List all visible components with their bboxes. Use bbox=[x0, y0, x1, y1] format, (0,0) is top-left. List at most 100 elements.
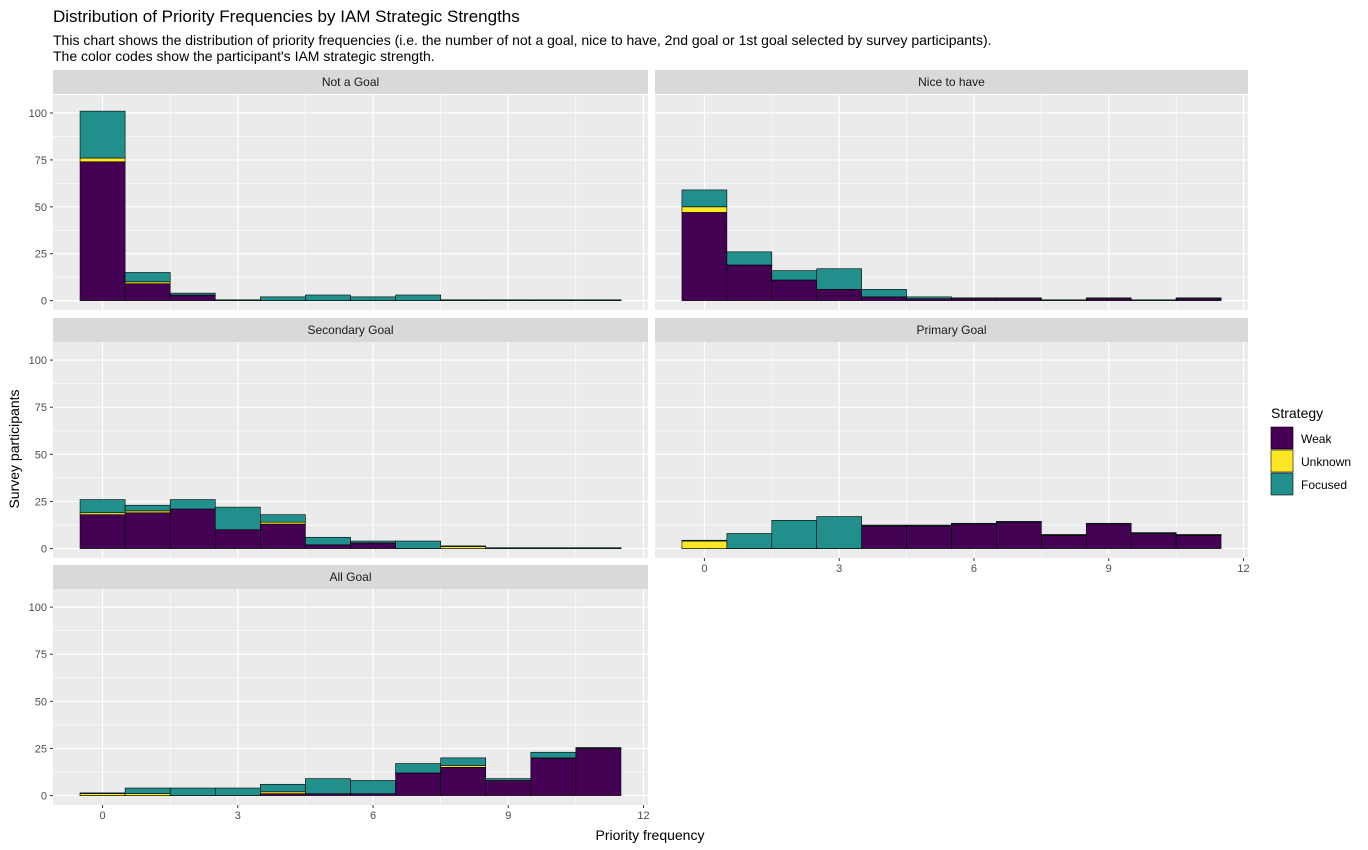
bar-focused bbox=[124, 504, 171, 512]
bar-focused bbox=[575, 547, 622, 549]
bar-focused bbox=[305, 294, 351, 301]
bar-focused bbox=[771, 520, 818, 549]
bar-unknown bbox=[681, 540, 728, 549]
legend: Strategy Weak Unknown Focused bbox=[1270, 405, 1351, 496]
bar-focused bbox=[861, 289, 907, 298]
bar-focused bbox=[124, 787, 171, 794]
bar-weak bbox=[440, 767, 487, 796]
legend-key-weak bbox=[1270, 426, 1294, 450]
bar-focused bbox=[1041, 534, 1087, 536]
bar-focused bbox=[951, 522, 997, 525]
bar-focused bbox=[440, 757, 487, 766]
bar-weak bbox=[771, 279, 818, 301]
bar-focused bbox=[530, 547, 577, 549]
bar-focused bbox=[1085, 522, 1132, 525]
bar-focused bbox=[395, 540, 441, 549]
bar-focused bbox=[771, 270, 818, 281]
y-tick-label: 75 bbox=[35, 649, 47, 661]
x-tick-label: 9 bbox=[505, 810, 511, 822]
x-tick-label: 6 bbox=[370, 810, 376, 822]
y-tick-label: 0 bbox=[41, 544, 47, 556]
bar-weak bbox=[681, 212, 728, 301]
y-tick-label: 100 bbox=[29, 602, 47, 614]
bars bbox=[681, 189, 1222, 301]
y-tick-label: 75 bbox=[35, 155, 47, 167]
y-axis-title: Survey participants bbox=[6, 389, 22, 508]
facet-strip bbox=[53, 70, 648, 94]
bar-focused bbox=[440, 545, 487, 547]
bar-focused bbox=[681, 539, 728, 542]
legend-label-focused: Focused bbox=[1301, 478, 1347, 492]
y-tick-label: 100 bbox=[29, 108, 47, 120]
bar-weak bbox=[861, 296, 907, 301]
bar-focused bbox=[214, 787, 261, 796]
bar-focused bbox=[350, 296, 396, 301]
bars bbox=[79, 499, 622, 549]
bar-focused bbox=[305, 536, 351, 546]
bar-focused bbox=[681, 189, 728, 208]
bar-focused bbox=[485, 547, 532, 549]
panel-not-a-goal: Not a Goal 0 25 50 75 100 bbox=[29, 70, 648, 310]
x-tick-label: 6 bbox=[971, 563, 977, 575]
legend-title: Strategy bbox=[1271, 405, 1323, 421]
x-tick-label: 0 bbox=[701, 563, 707, 575]
panel-background bbox=[655, 342, 1248, 558]
bars bbox=[681, 516, 1222, 549]
bar-focused bbox=[214, 506, 261, 531]
bar-weak bbox=[1130, 533, 1177, 549]
y-tick-label: 50 bbox=[35, 202, 47, 214]
bar-focused bbox=[726, 251, 773, 266]
bar-focused bbox=[575, 299, 622, 301]
facet-strip bbox=[53, 565, 648, 589]
bar-focused bbox=[79, 499, 126, 514]
bar-weak bbox=[906, 525, 952, 549]
bar-focused bbox=[305, 778, 351, 794]
bar-weak bbox=[1175, 535, 1222, 549]
chart-subtitle-line-2: The color codes show the participant's I… bbox=[53, 48, 435, 64]
bar-weak bbox=[861, 525, 907, 549]
bar-focused bbox=[996, 521, 1042, 523]
x-tick-label: 12 bbox=[1237, 563, 1249, 575]
bar-focused bbox=[485, 299, 532, 301]
bar-focused bbox=[1041, 299, 1087, 301]
panel-nice-to-have: Nice to have bbox=[655, 70, 1248, 310]
bar-weak bbox=[816, 289, 862, 301]
bar-focused bbox=[395, 294, 441, 301]
bar-focused bbox=[214, 299, 261, 301]
facet-strip bbox=[53, 318, 648, 342]
y-tick-label: 50 bbox=[35, 696, 47, 708]
bar-focused bbox=[530, 751, 577, 759]
y-tick-label: 25 bbox=[35, 496, 47, 508]
x-tick-label: 12 bbox=[637, 810, 649, 822]
bar-unknown bbox=[79, 157, 126, 163]
chart-subtitle-line-1: This chart shows the distribution of pri… bbox=[53, 32, 992, 48]
bar-weak bbox=[1041, 535, 1087, 549]
bar-focused bbox=[906, 524, 952, 527]
bar-focused bbox=[530, 299, 577, 301]
bar-weak bbox=[79, 161, 126, 301]
y-tick-label: 0 bbox=[41, 791, 47, 803]
bar-focused bbox=[726, 533, 773, 549]
facet-strip-label: All Goal bbox=[329, 570, 371, 584]
legend-key-unknown bbox=[1270, 449, 1294, 473]
bar-focused bbox=[260, 514, 306, 523]
x-tick-label: 3 bbox=[235, 810, 241, 822]
bar-focused bbox=[575, 747, 622, 749]
bar-focused bbox=[951, 297, 997, 300]
panel-primary-goal: Primary Goal 0 3 6 9 12 bbox=[655, 318, 1250, 575]
x-tick-label: 3 bbox=[836, 563, 842, 575]
bar-weak bbox=[996, 521, 1042, 549]
x-tick-label: 9 bbox=[1106, 563, 1112, 575]
bar-focused bbox=[861, 524, 907, 527]
x-tick-label: 0 bbox=[100, 810, 106, 822]
bar-focused bbox=[395, 763, 441, 774]
bars bbox=[79, 110, 622, 301]
bar-weak bbox=[214, 529, 261, 549]
bar-focused bbox=[169, 499, 216, 510]
bar-weak bbox=[1085, 523, 1132, 549]
bar-focused bbox=[350, 780, 396, 794]
legend-label-weak: Weak bbox=[1301, 432, 1332, 446]
bar-weak bbox=[79, 514, 126, 549]
bar-focused bbox=[79, 792, 126, 794]
